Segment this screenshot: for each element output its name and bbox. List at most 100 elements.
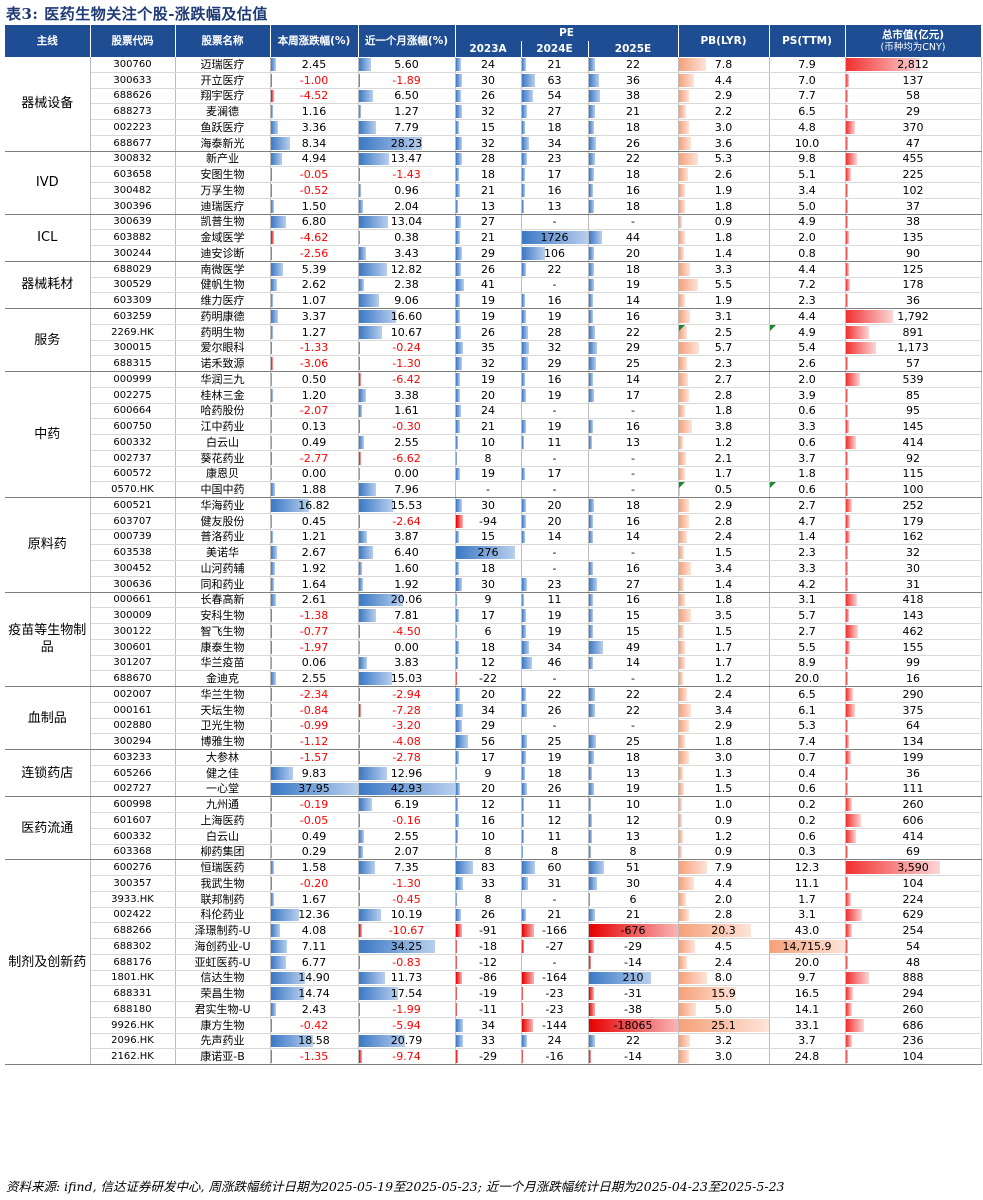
pb-lyr: 1.7 xyxy=(678,655,770,672)
stock-code-value: 600998 xyxy=(113,799,152,811)
month-change-bar xyxy=(358,89,374,103)
stock-name: 白云山 xyxy=(175,434,271,451)
pe-2025e-bar xyxy=(588,908,595,922)
pe-2025e-value: -14 xyxy=(624,1050,642,1064)
week-change: 1.27 xyxy=(270,324,359,341)
market-value-bar xyxy=(845,294,848,307)
pb-lyr-bar xyxy=(678,341,699,355)
month-change-bar xyxy=(358,325,383,339)
pe-2025e: 13 xyxy=(588,434,679,451)
pe-2024e-value: 23 xyxy=(547,577,562,591)
pe-2025e: 21 xyxy=(588,103,679,120)
ps-ttm: 3.9 xyxy=(769,387,846,404)
week-change: 2.61 xyxy=(270,592,359,609)
pe-2023a-value: 20 xyxy=(481,782,495,796)
pe-2025e-value: 17 xyxy=(626,388,640,402)
header-week-change: 本周涨跌幅(%) xyxy=(270,25,359,57)
stock-name: 新产业 xyxy=(175,151,271,168)
pe-2024e-value: 13 xyxy=(547,199,562,213)
table-row: 603707 健友股份 0.45 -2.64 -94 20 16 2.8 4.7 179 xyxy=(5,513,982,530)
week-change-value: -1.35 xyxy=(299,1050,329,1064)
market-value-bar xyxy=(845,451,848,465)
week-change-bar xyxy=(270,656,272,670)
pe-2024e-bar xyxy=(521,688,527,701)
ps-ttm: 16.5 xyxy=(769,985,846,1002)
week-change-bar xyxy=(270,1018,272,1032)
pe-2025e: 8 xyxy=(588,844,679,861)
pe-2024e-bar xyxy=(521,782,528,796)
pe-2024e: -144 xyxy=(521,1017,589,1034)
stock-code: 688029 xyxy=(90,261,176,278)
pb-lyr: 3.1 xyxy=(678,308,770,325)
week-change: -2.34 xyxy=(270,686,359,703)
pe-2023a-value: 20 xyxy=(481,388,495,402)
pe-2025e-value: 22 xyxy=(626,152,640,166)
stock-name-value: 翔宇医疗 xyxy=(200,89,245,103)
pb-lyr: 0.5 xyxy=(678,481,770,498)
week-change: 0.45 xyxy=(270,513,359,530)
pe-2024e: 12 xyxy=(521,812,589,829)
pe-2025e: 22 xyxy=(588,324,679,341)
stock-code-value: 300633 xyxy=(113,74,152,86)
pe-2024e-value: 20 xyxy=(547,498,562,512)
pe-2023a-bar xyxy=(455,688,460,701)
stock-code: 000161 xyxy=(90,702,176,719)
pe-2023a-bar xyxy=(455,924,463,937)
week-change: -0.05 xyxy=(270,812,359,829)
week-change-value: 9.83 xyxy=(301,766,327,780)
pe-2025e-bar xyxy=(588,514,594,528)
table-row: 300009 安科生物 -1.38 7.81 17 19 15 3.5 5.7 143 xyxy=(5,607,982,624)
stock-name-value: 九州通 xyxy=(206,798,239,812)
header-market-value-label: 总市值(亿元) xyxy=(881,29,945,41)
pe-2023a-bar xyxy=(455,530,459,544)
market-value-bar xyxy=(845,215,848,229)
stock-name-value: 美诺华 xyxy=(206,546,239,560)
market-value: 111 xyxy=(845,781,982,798)
market-value: 414 xyxy=(845,828,982,845)
month-change-value: 12.82 xyxy=(390,262,423,276)
stock-name: 维力医疗 xyxy=(175,292,271,309)
month-change: 6.19 xyxy=(358,796,456,813)
pe-2024e-value: 32 xyxy=(547,341,562,355)
stock-code: 002223 xyxy=(90,119,176,136)
market-value-bar xyxy=(845,908,863,922)
stock-name: 君实生物-U xyxy=(175,1001,271,1018)
pe-2025e: 14 xyxy=(588,655,679,672)
pe-2025e-bar xyxy=(588,436,593,449)
stock-code-value: 300601 xyxy=(113,641,152,653)
stock-code: 002880 xyxy=(90,718,176,735)
pe-2025e-value: 6 xyxy=(629,892,637,906)
week-change: 1.50 xyxy=(270,198,359,215)
market-value-bar xyxy=(845,625,858,638)
week-change-value: 14.74 xyxy=(298,987,330,1001)
pe-2023a-bar xyxy=(455,892,458,906)
week-change-bar xyxy=(270,152,282,166)
week-change: -0.42 xyxy=(270,1017,359,1034)
stock-code: 600521 xyxy=(90,497,176,514)
ps-ttm-value: 5.7 xyxy=(798,609,816,623)
pe-2025e-bar xyxy=(588,829,593,843)
table-row: 300244 迪安诊断 -2.56 3.43 29 106 20 1.4 0.8 90 xyxy=(5,245,982,262)
pe-2024e-value: 14 xyxy=(547,530,562,544)
week-change-value: -1.38 xyxy=(299,609,329,623)
week-change-value: -1.12 xyxy=(299,735,329,749)
pe-2025e-bar xyxy=(588,562,594,575)
market-value-value: 111 xyxy=(902,782,924,796)
pe-2025e-value: 18 xyxy=(626,498,640,512)
pe-2024e-value: 29 xyxy=(547,357,562,371)
market-value-value: 58 xyxy=(906,89,920,103)
pb-lyr: 3.6 xyxy=(678,135,770,152)
month-change: -9.74 xyxy=(358,1048,456,1065)
pb-lyr-bar xyxy=(678,577,684,591)
market-value-value: 178 xyxy=(902,278,924,292)
pe-2024e: -23 xyxy=(521,1001,589,1018)
pe-2024e: 17 xyxy=(521,466,589,483)
pb-lyr-bar xyxy=(678,388,689,402)
pe-2025e-value: 14 xyxy=(626,656,640,670)
pe-2023a: 19 xyxy=(455,292,522,309)
month-change-value: 7.81 xyxy=(394,609,419,623)
week-change: 5.39 xyxy=(270,261,359,278)
pe-2025e: 36 xyxy=(588,72,679,89)
pe-2023a: 20 xyxy=(455,387,522,404)
month-change-bar xyxy=(358,609,376,622)
